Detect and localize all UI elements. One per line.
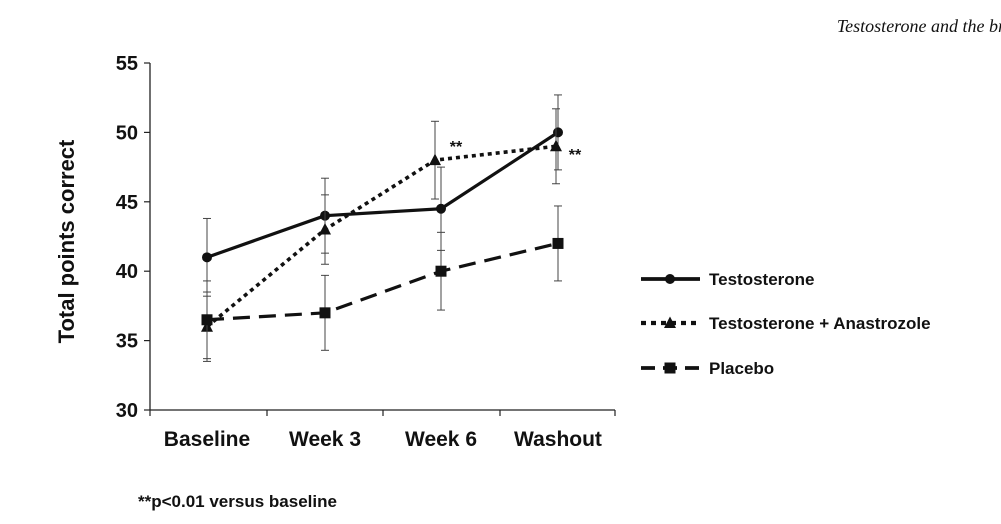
y-tick-label: 45 [116, 192, 138, 214]
data-point-square [319, 307, 331, 319]
chart-series [201, 94, 564, 362]
data-point-triangle [429, 153, 441, 166]
data-point-triangle [319, 223, 331, 235]
data-point-square [435, 265, 447, 277]
series-line [205, 130, 560, 259]
y-tick-label: 35 [116, 331, 138, 353]
y-tick-label: 55 [116, 53, 138, 75]
data-point-circle [202, 252, 212, 263]
legend-marker-triangle [664, 316, 676, 328]
series-testosterone [202, 94, 563, 297]
footnote: **p<0.01 versus baseline [138, 492, 337, 511]
series-testosterone-anastrozole [201, 108, 562, 362]
series-placebo [201, 205, 564, 360]
series-line [205, 144, 557, 329]
y-tick-label: 30 [116, 400, 138, 422]
legend-marker-square [664, 362, 676, 374]
data-point-circle [553, 127, 563, 138]
x-tick-label: Week 3 [289, 428, 361, 451]
x-tick-label: Washout [514, 428, 602, 451]
legend-marker-circle [665, 274, 675, 284]
chart-axes: 30 35 40 45 50 55 Baseline Week 3 Week 6 Washout T… [54, 53, 616, 451]
data-point-circle [436, 203, 446, 214]
x-tick-label: Week 6 [405, 428, 477, 451]
legend-label: Testosterone + Anastrozole [709, 314, 931, 333]
legend-item: Testosterone + Anastrozole [641, 314, 931, 333]
legend-item: Testosterone [641, 270, 815, 289]
y-axis-title: Total points correct [54, 139, 79, 343]
series-line [206, 241, 559, 322]
y-tick-label: 40 [116, 261, 138, 283]
legend-item: Placebo [641, 359, 774, 378]
significance-marker: ** [450, 139, 463, 156]
y-tick-label: 50 [116, 122, 138, 144]
chart-legend: Testosterone Testosterone + Anastrozole Pl… [641, 270, 931, 378]
data-point-square [201, 314, 213, 326]
legend-label: Placebo [709, 359, 774, 378]
running-header: Testosterone and the br [836, 16, 1001, 36]
data-point-triangle [550, 139, 562, 152]
chart-annotations: ** ** [450, 139, 582, 164]
significance-marker: ** [569, 147, 582, 164]
x-tick-label: Baseline [164, 428, 250, 451]
legend-label: Testosterone [709, 270, 815, 289]
data-point-square [552, 237, 564, 249]
